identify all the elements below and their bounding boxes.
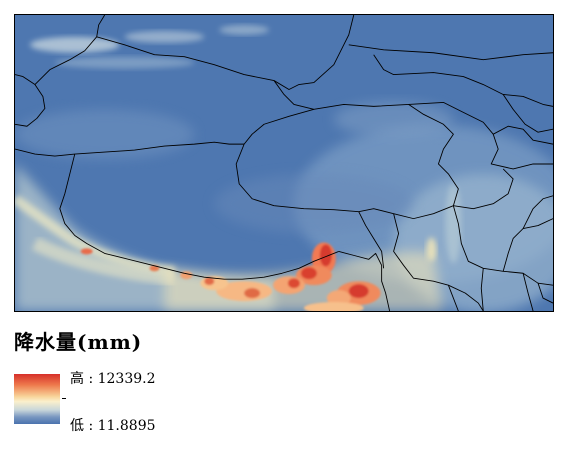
legend-title: 降水量(mm) [14,330,143,354]
legend-tick [62,398,66,399]
boundary-lines [15,15,553,311]
legend-color-ramp [14,374,60,424]
legend-high-label: 高 : 12339.2 [70,371,156,387]
precipitation-map [14,14,554,312]
raster-precipitation [15,24,553,311]
legend-low-label: 低 : 11.8895 [70,418,156,434]
map-canvas [15,15,553,311]
